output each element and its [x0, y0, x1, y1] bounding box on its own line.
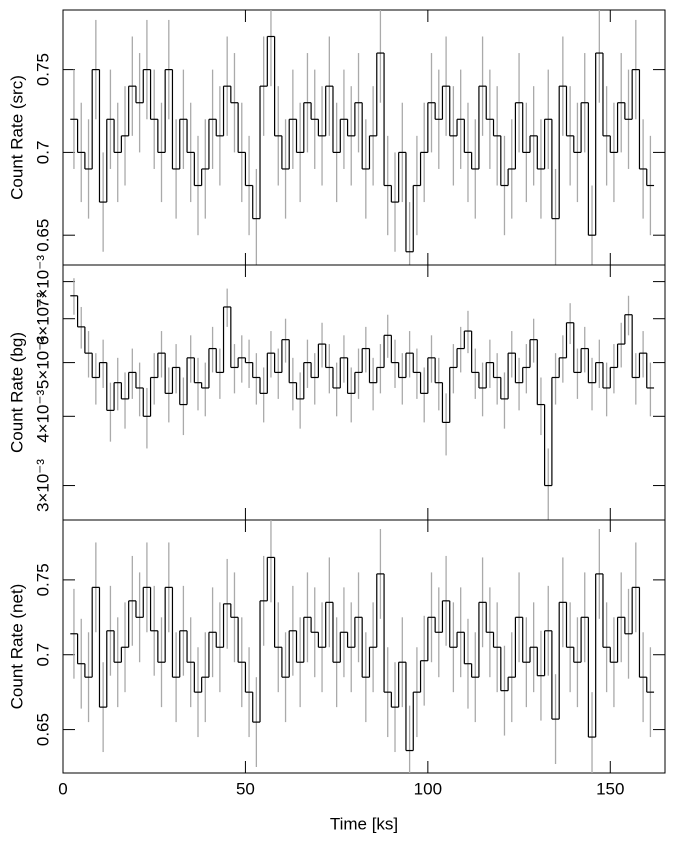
- y-tick-label: 6×10⁻³: [33, 292, 52, 345]
- y-tick-label: 4×10⁻³: [33, 390, 52, 443]
- y-tick-label: 0.7: [33, 643, 52, 667]
- x-tick-label: 0: [58, 779, 67, 798]
- plot-frame: [62, 519, 666, 774]
- y-tick-label: 0.75: [33, 563, 52, 596]
- y-axis-label: Count Rate (net): [7, 584, 26, 710]
- x-axis-label: Time [ks]: [330, 814, 398, 833]
- y-tick-label: 3×10⁻³: [33, 459, 52, 512]
- y-tick-label: 7×10⁻³: [33, 255, 52, 308]
- y-tick-label: 0.65: [33, 713, 52, 746]
- y-axis-label: Count Rate (src): [7, 75, 26, 200]
- x-tick-label: 50: [236, 779, 255, 798]
- y-tick-label: 5×10⁻³: [33, 336, 52, 389]
- y-tick-label: 0.65: [33, 219, 52, 252]
- plot-frame: [62, 264, 666, 521]
- y-tick-label: 0.7: [33, 141, 52, 165]
- x-tick-label: 150: [596, 779, 624, 798]
- x-tick-label: 100: [414, 779, 442, 798]
- y-axis-label: Count Rate (bg): [7, 332, 26, 453]
- y-tick-label: 0.75: [33, 53, 52, 86]
- plot-frame: [62, 9, 666, 266]
